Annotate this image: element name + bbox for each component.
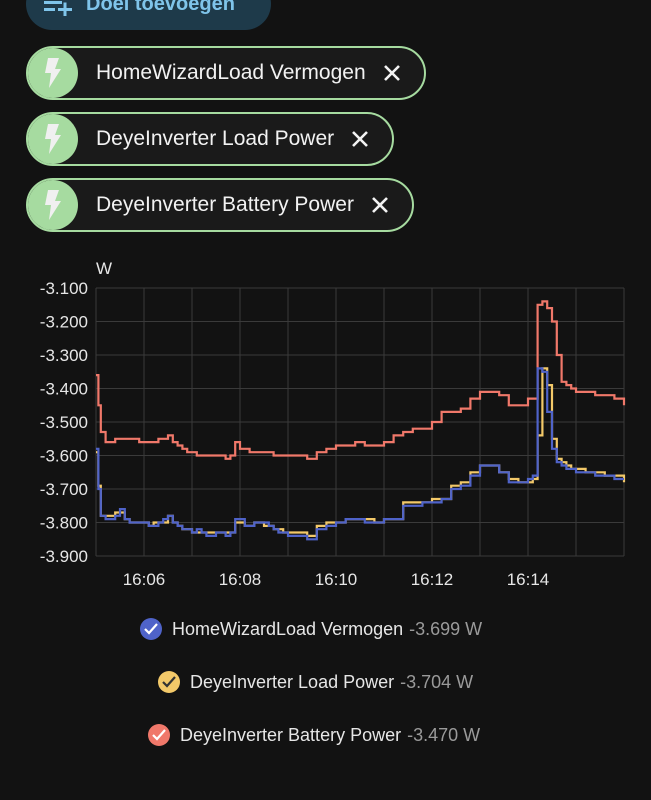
close-icon[interactable]	[380, 61, 404, 85]
legend-item-deye-load[interactable]: DeyeInverter Load Power -3.704 W	[158, 671, 473, 693]
y-tick-label: -3.100	[40, 279, 88, 298]
legend-name: DeyeInverter Battery Power	[180, 724, 402, 745]
x-tick-label: 16:06	[123, 570, 166, 589]
y-tick-label: -3.300	[40, 346, 88, 365]
series-line	[96, 367, 626, 537]
x-tick-label: 16:10	[315, 570, 358, 589]
close-icon[interactable]	[348, 127, 372, 151]
lightning-bolt-icon	[28, 180, 78, 230]
y-tick-label: -3.800	[40, 514, 88, 533]
series-line	[96, 367, 624, 541]
legend-value: -3.699 W	[409, 618, 483, 639]
add-target-label: Doel toevoegen	[86, 0, 235, 15]
x-tick-label: 16:08	[219, 570, 262, 589]
legend-item-deye-battery[interactable]: DeyeInverter Battery Power -3.470 W	[148, 724, 480, 746]
target-chip-deye-battery[interactable]: DeyeInverter Battery Power	[26, 178, 414, 232]
y-tick-label: -3.500	[40, 413, 88, 432]
playlist-plus-icon	[44, 1, 72, 16]
legend-value: -3.470 W	[407, 724, 481, 745]
y-tick-label: -3.700	[40, 480, 88, 499]
chip-label: HomeWizardLoad Vermogen	[96, 61, 366, 84]
lightning-bolt-icon	[28, 114, 78, 164]
y-tick-label: -3.900	[40, 547, 88, 566]
chip-label: DeyeInverter Load Power	[96, 127, 335, 150]
checkmark-icon	[148, 724, 170, 746]
checkmark-icon	[158, 671, 180, 693]
close-icon[interactable]	[368, 193, 392, 217]
y-tick-label: -3.400	[40, 380, 88, 399]
x-tick-label: 16:12	[411, 570, 454, 589]
y-tick-label: -3.200	[40, 313, 88, 332]
legend-item-homewizard[interactable]: HomeWizardLoad Vermogen -3.699 W	[140, 618, 482, 640]
legend-value: -3.704 W	[400, 671, 474, 692]
x-tick-label: 16:14	[507, 570, 550, 589]
legend-name: DeyeInverter Load Power	[190, 671, 395, 692]
lightning-bolt-icon	[28, 48, 78, 98]
chip-label: DeyeInverter Battery Power	[96, 193, 354, 216]
target-chip-homewizard[interactable]: HomeWizardLoad Vermogen	[26, 46, 426, 100]
target-chip-deye-load[interactable]: DeyeInverter Load Power	[26, 112, 395, 166]
y-tick-label: -3.600	[40, 447, 88, 466]
add-target-button[interactable]: Doel toevoegen	[26, 0, 271, 30]
y-unit-label: W	[96, 259, 112, 278]
legend-name: HomeWizardLoad Vermogen	[172, 618, 404, 639]
history-chart[interactable]: -3.100 -3.200 -3.300 -3.400 -3.500 -3.600 -3.7…	[0, 250, 651, 600]
checkmark-icon	[140, 618, 162, 640]
series-line	[96, 300, 626, 460]
